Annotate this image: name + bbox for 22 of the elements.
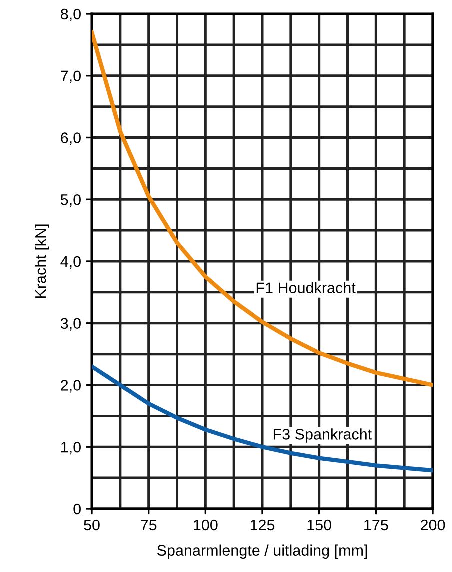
series-label: F3 Spankracht [274, 428, 372, 443]
x-tick-label: 75 [141, 520, 157, 531]
x-axis-title: Spanarmlengte / uitlading [mm] [157, 544, 368, 560]
y-tick-label: 1,0 [62, 442, 81, 455]
y-tick-label: 2,0 [61, 380, 81, 393]
x-tick-label: 200 [421, 520, 446, 531]
y-tick-label: 4,0 [60, 256, 81, 269]
y-tick-label: 3,0 [60, 318, 81, 331]
x-tick-label: 150 [308, 520, 332, 531]
line-series [92, 364, 433, 473]
x-tick-label: 125 [250, 520, 275, 531]
y-tick-label: 5,0 [60, 194, 81, 208]
y-tick-label: 7,0 [61, 70, 81, 84]
y-tick-label: 8,0 [61, 8, 81, 22]
series-label: F1 Houdkracht [256, 282, 356, 294]
x-tick-label: 100 [194, 520, 218, 531]
y-tick-label: 6,0 [61, 132, 81, 146]
y-tick-label: 0 [74, 504, 81, 515]
y-axis-title: Kracht [kN] [34, 224, 50, 298]
line-series [92, 30, 433, 388]
x-tick-label: 175 [364, 520, 388, 531]
x-tick-label: 50 [84, 520, 100, 531]
